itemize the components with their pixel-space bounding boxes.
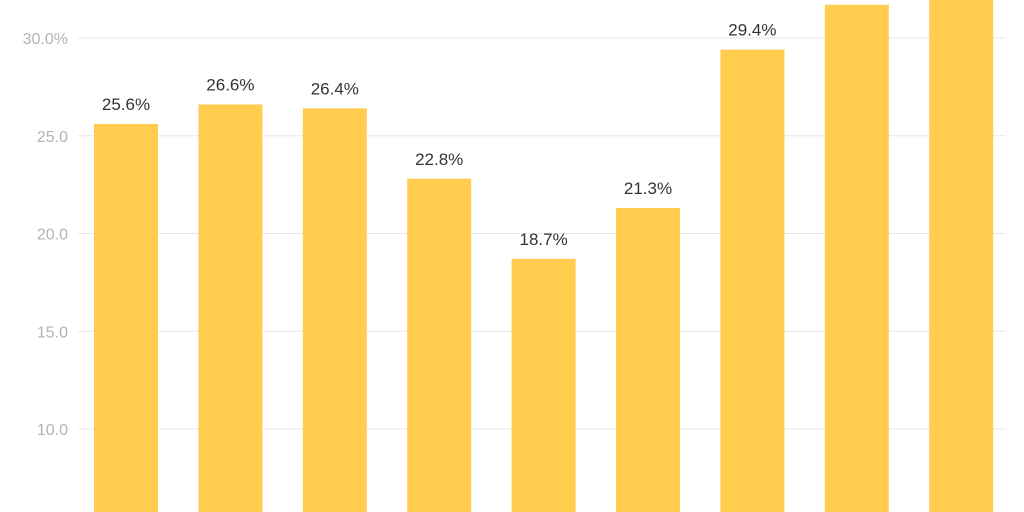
bar — [616, 208, 680, 512]
bar — [929, 0, 994, 512]
data-label: 26.4% — [311, 79, 359, 98]
bar — [94, 124, 158, 512]
y-tick-label: 30.0% — [23, 31, 68, 48]
bar — [824, 4, 889, 512]
y-tick-label: 15.0 — [37, 324, 68, 341]
y-tick-label: 20.0 — [37, 227, 68, 244]
bar — [198, 104, 263, 512]
bar — [511, 258, 576, 512]
data-labels: 25.6% 26.6% 26.4% 22.8% 18.7% 21.3% 29.4% — [102, 21, 777, 249]
data-label: 29.4% — [728, 21, 776, 40]
data-label: 18.7% — [519, 230, 567, 249]
data-label: 26.6% — [206, 75, 254, 94]
bar — [407, 178, 472, 512]
bar — [720, 49, 785, 512]
data-label: 22.8% — [415, 150, 463, 169]
y-axis-ticks: 10.0 15.0 20.0 25.0 30.0% — [23, 31, 68, 439]
data-label: 25.6% — [102, 95, 150, 114]
y-tick-label: 25.0 — [37, 129, 68, 146]
y-tick-label: 10.0 — [37, 422, 68, 439]
bar — [302, 108, 367, 512]
data-label: 21.3% — [624, 179, 672, 198]
bars — [94, 0, 994, 512]
